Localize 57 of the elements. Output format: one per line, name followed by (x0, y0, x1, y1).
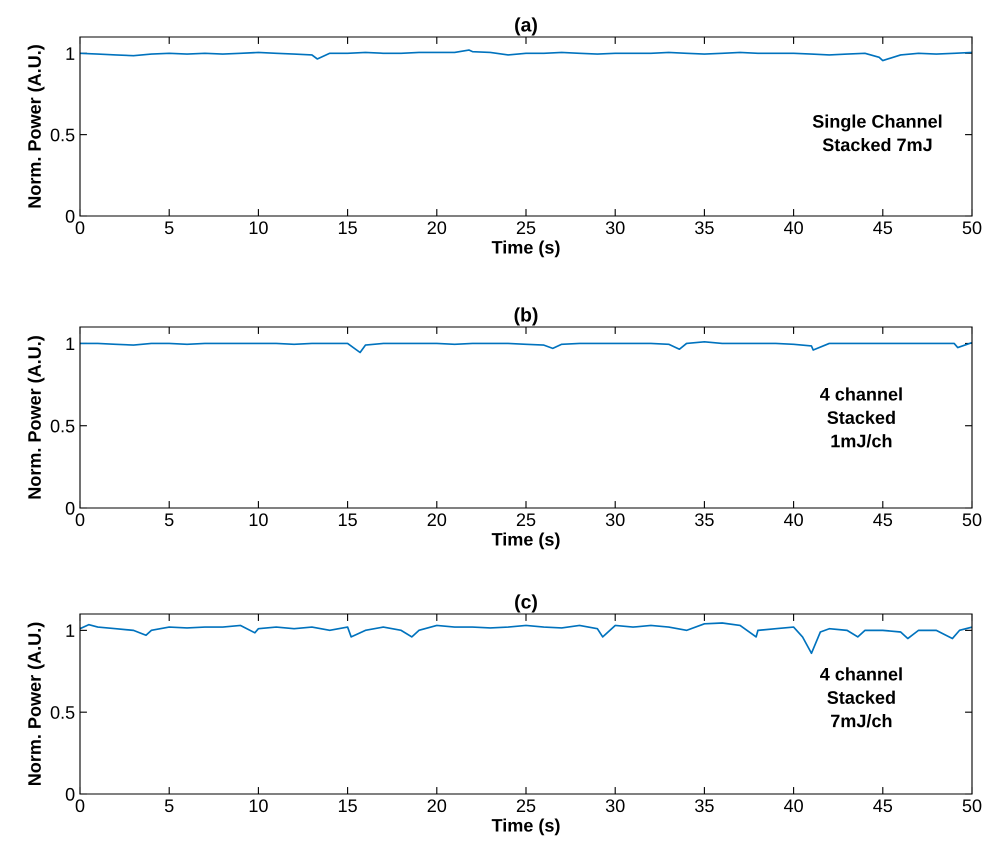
chart-title: (a) (515, 17, 537, 36)
x-tick-label: 20 (428, 221, 446, 234)
y-axis-title: Norm. Power (A.U.) (28, 336, 44, 499)
line-series (80, 340, 972, 354)
x-tick-label: 10 (250, 221, 268, 234)
x-tick-label: 30 (606, 799, 625, 812)
x-axis-title: Time (s) (492, 818, 560, 836)
x-tick-label: 20 (428, 799, 446, 812)
x-tick-label: 5 (164, 800, 174, 812)
annotation: Single Channel Stacked 7mJ (812, 114, 942, 152)
x-tick-label: 40 (784, 799, 803, 812)
line-series (80, 622, 972, 654)
y-tick-label: 0.5 (50, 420, 74, 432)
x-tick-label: 15 (338, 222, 357, 234)
y-tick-label: 0 (66, 788, 74, 801)
chart-title: (c) (515, 594, 537, 612)
y-axis-title: Norm. Power (A.U.) (28, 622, 44, 786)
y-tick-label: 1 (66, 47, 74, 60)
x-tick-label: 40 (784, 513, 803, 526)
annotation: 4 channel Stacked 7mJ/ch (820, 667, 902, 728)
x-tick-label: 20 (428, 513, 446, 526)
x-tick-label: 5 (164, 514, 174, 526)
x-tick-label: 0 (76, 513, 84, 526)
x-tick-label: 50 (962, 221, 982, 234)
x-tick-label: 35 (695, 221, 714, 234)
x-tick-label: 35 (695, 799, 714, 812)
x-tick-label: 0 (76, 221, 84, 234)
x-axis-title: Time (s) (492, 532, 560, 550)
x-tick-label: 10 (250, 799, 268, 812)
x-tick-label: 45 (873, 800, 892, 812)
x-tick-label: 15 (338, 800, 357, 812)
y-tick-label: 0.5 (50, 706, 74, 719)
x-tick-label: 35 (695, 513, 714, 526)
y-axis-title: Norm. Power (A.U.) (28, 45, 44, 208)
x-tick-label: 25 (516, 513, 536, 526)
x-tick-label: 40 (784, 221, 803, 234)
chart-title: (b) (514, 307, 538, 326)
y-tick-label: 0.5 (50, 128, 74, 142)
x-tick-label: 45 (873, 222, 892, 234)
y-tick-label: 1 (66, 338, 74, 350)
x-tick-label: 30 (606, 221, 625, 234)
x-tick-label: 5 (164, 222, 174, 234)
y-tick-label: 0 (66, 502, 74, 515)
annotation: 4 channel Stacked 1mJ/ch (820, 387, 902, 448)
x-tick-label: 25 (516, 221, 536, 234)
x-tick-label: 25 (516, 799, 536, 812)
x-tick-label: 0 (76, 799, 84, 812)
x-tick-label: 45 (873, 514, 892, 526)
y-tick-label: 0 (66, 210, 74, 223)
x-tick-label: 30 (606, 513, 625, 526)
x-tick-label: 50 (962, 799, 982, 812)
x-tick-label: 50 (962, 513, 982, 526)
x-tick-label: 15 (338, 514, 357, 526)
line-series (80, 49, 972, 62)
y-tick-label: 1 (66, 624, 74, 637)
x-axis-title: Time (s) (492, 240, 560, 258)
x-tick-label: 10 (250, 513, 268, 526)
